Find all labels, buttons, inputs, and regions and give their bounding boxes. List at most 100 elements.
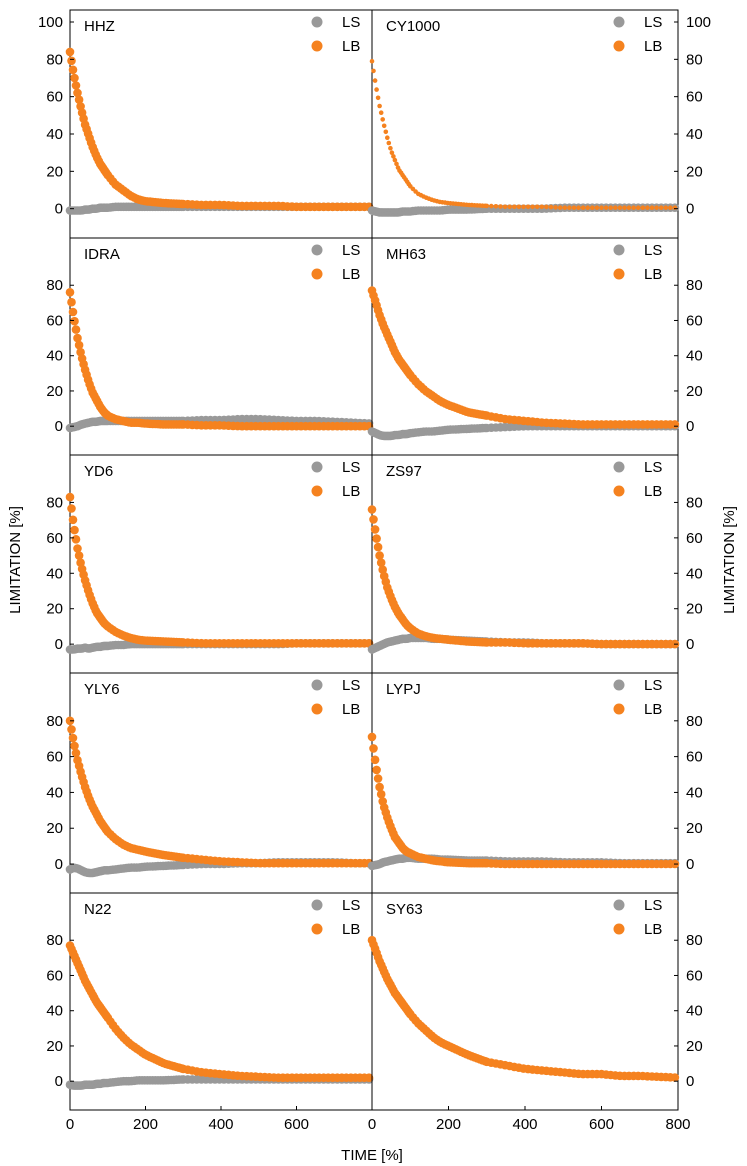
series-lb bbox=[65, 288, 374, 431]
legend-marker-lb bbox=[613, 268, 625, 280]
y-tick-label: 0 bbox=[686, 856, 694, 873]
series-lb bbox=[65, 492, 374, 648]
panel-label: YD6 bbox=[84, 463, 113, 480]
data-point bbox=[376, 789, 386, 799]
y-tick-label: 0 bbox=[55, 418, 63, 435]
y-tick-label: 40 bbox=[46, 565, 63, 582]
panel-label: N22 bbox=[84, 901, 112, 918]
data-point bbox=[74, 551, 84, 560]
series-lb bbox=[65, 47, 374, 212]
data-point bbox=[367, 732, 377, 742]
data-point bbox=[567, 205, 572, 210]
legend-label-ls: LS bbox=[342, 14, 360, 31]
data-point bbox=[376, 558, 386, 567]
y-tick-label: 100 bbox=[38, 14, 63, 31]
data-point bbox=[557, 205, 563, 210]
data-point bbox=[73, 544, 82, 553]
y-tick-label: 100 bbox=[686, 14, 711, 31]
data-point bbox=[594, 205, 600, 210]
data-point bbox=[392, 157, 398, 163]
y-axis-label: LIMITATION [%] bbox=[7, 506, 24, 614]
data-point bbox=[539, 204, 545, 210]
legend-marker-ls bbox=[311, 899, 323, 911]
y-tick-label: 80 bbox=[686, 932, 703, 949]
data-point bbox=[562, 205, 568, 210]
panel-cy1000: CY1000 LS LB 0 20 40 60 80 100 bbox=[367, 9, 711, 239]
y-tick-label: 80 bbox=[686, 51, 703, 68]
data-point bbox=[378, 110, 384, 115]
panel-n22: N22 LS LB 0 20 40 60 80 0 200 400 600 bbox=[46, 892, 374, 1133]
data-point bbox=[71, 325, 81, 334]
y-tick-label: 60 bbox=[686, 312, 703, 329]
data-point bbox=[373, 542, 383, 552]
legend-label-ls: LS bbox=[342, 459, 360, 476]
y-tick-label: 60 bbox=[686, 89, 703, 106]
data-point bbox=[370, 525, 380, 534]
panel-lypj: LYPJ LS LB 0 20 40 60 80 bbox=[367, 672, 703, 894]
series-lb bbox=[367, 732, 680, 869]
y-tick-label: 80 bbox=[46, 277, 63, 294]
y-tick-label: 40 bbox=[46, 126, 63, 143]
data-point bbox=[371, 68, 376, 74]
legend-label-lb: LB bbox=[644, 38, 662, 55]
data-point bbox=[548, 204, 554, 210]
data-point bbox=[668, 205, 673, 210]
series-lb bbox=[65, 716, 374, 868]
x-tick-label: 200 bbox=[133, 1116, 158, 1133]
legend-marker-ls bbox=[311, 16, 323, 28]
y-axis-label-right: LIMITATION [%] bbox=[721, 506, 738, 614]
x-tick-label: 600 bbox=[589, 1116, 614, 1133]
data-point bbox=[71, 535, 81, 544]
y-tick-label: 0 bbox=[686, 636, 694, 653]
panel-label: YLY6 bbox=[84, 681, 120, 698]
data-point bbox=[377, 103, 382, 109]
data-point bbox=[68, 733, 78, 743]
data-point bbox=[65, 288, 75, 297]
data-point bbox=[670, 420, 680, 429]
data-point bbox=[67, 297, 76, 307]
data-point bbox=[73, 88, 82, 98]
data-point bbox=[381, 123, 387, 129]
y-tick-label: 80 bbox=[686, 277, 703, 294]
legend-label-lb: LB bbox=[644, 483, 662, 500]
data-point bbox=[364, 1073, 374, 1082]
data-point bbox=[70, 525, 79, 535]
y-tick-label: 40 bbox=[46, 1003, 63, 1020]
data-point bbox=[617, 205, 623, 210]
data-point bbox=[635, 205, 641, 210]
y-tick-label: 60 bbox=[46, 530, 63, 547]
legend-marker-ls bbox=[613, 679, 625, 691]
data-point bbox=[391, 154, 396, 159]
y-tick-label: 40 bbox=[686, 1003, 703, 1020]
data-point bbox=[672, 205, 678, 210]
panel-hhz: HHZ LS LB 0 20 40 60 80 100 bbox=[38, 9, 374, 239]
data-point bbox=[372, 765, 381, 775]
legend-label-ls: LS bbox=[644, 242, 662, 259]
data-point bbox=[67, 725, 76, 734]
data-point bbox=[394, 161, 399, 167]
series-lb bbox=[367, 935, 680, 1082]
y-tick-label: 20 bbox=[686, 601, 703, 618]
legend-marker-ls bbox=[311, 461, 323, 473]
y-tick-label: 40 bbox=[686, 348, 703, 365]
data-point bbox=[640, 205, 646, 210]
y-tick-label: 40 bbox=[46, 784, 63, 801]
legend-label-ls: LS bbox=[644, 459, 662, 476]
data-point bbox=[373, 774, 383, 783]
panel-label: LYPJ bbox=[386, 681, 421, 698]
data-point bbox=[375, 551, 384, 560]
legend-marker-ls bbox=[613, 461, 625, 473]
data-point bbox=[571, 205, 577, 210]
data-point bbox=[590, 205, 595, 210]
data-point bbox=[521, 204, 526, 210]
legend-label-lb: LB bbox=[342, 701, 360, 718]
y-tick-label: 80 bbox=[686, 494, 703, 511]
x-tick-label: 400 bbox=[512, 1116, 537, 1133]
data-point bbox=[576, 205, 581, 210]
panel-idra: IDRA LS LB 0 20 40 60 80 bbox=[46, 237, 374, 456]
y-tick-label: 20 bbox=[686, 1038, 703, 1055]
panels-group: HHZ LS LB 0 20 40 60 80 100 CY1000 LS LB 0 20 40 60 80 10… bbox=[38, 9, 711, 1133]
panel-label: IDRA bbox=[84, 246, 120, 263]
legend-label-ls: LS bbox=[342, 677, 360, 694]
